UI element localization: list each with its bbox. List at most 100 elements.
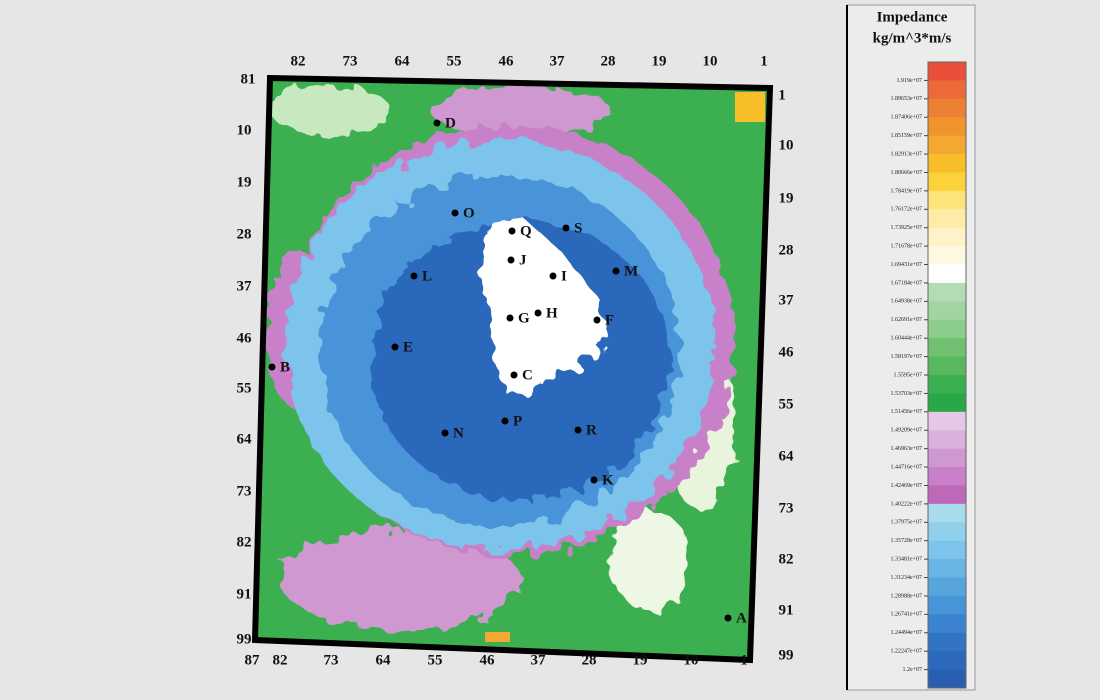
colorbar-label: 1.67184e+07	[890, 280, 922, 286]
left-axis-label: 73	[237, 483, 252, 499]
colorbar-label: 1.44716e+07	[890, 464, 922, 470]
colorbar-band	[928, 393, 966, 413]
point-marker	[391, 343, 399, 351]
left-axis-label: 82	[237, 534, 252, 550]
colorbar-label: 1.40222e+07	[890, 501, 922, 507]
right-axis-label: 73	[779, 500, 794, 516]
right-axis-label: 10	[779, 137, 794, 153]
top-axis-label: 10	[703, 53, 718, 69]
point-label: K	[602, 472, 614, 488]
left-axis-label: 46	[237, 330, 253, 346]
point-label: M	[624, 263, 638, 279]
point-label: L	[422, 268, 432, 284]
point-label: G	[518, 310, 530, 326]
right-axis-label: 46	[779, 344, 795, 360]
legend-title: Impedance	[877, 9, 948, 25]
colorbar-label: 1.42469e+07	[890, 483, 922, 489]
colorbar-band	[928, 651, 966, 671]
colorbar-label: 1.60444e+07	[890, 336, 922, 342]
colorbar-label: 1.22247e+07	[890, 649, 922, 655]
bottom-axis-label: 73	[324, 652, 339, 668]
left-axis-label: 55	[237, 380, 252, 396]
colorbar-label: 1.71678e+07	[890, 243, 922, 249]
point-marker	[574, 426, 582, 434]
colorbar-label: 1.62691e+07	[890, 317, 922, 323]
colorbar-label: 1.53703e+07	[890, 391, 922, 397]
colorbar-label: 1.80666e+07	[890, 170, 922, 176]
colorbar-label: 1.49209e+07	[890, 428, 922, 434]
colorbar-band	[928, 540, 966, 560]
point-label: P	[513, 413, 522, 429]
right-axis-label: 28	[779, 242, 794, 258]
point-label: H	[546, 305, 558, 321]
colorbar-band	[928, 577, 966, 597]
colorbar-label: 1.46963e+07	[890, 446, 922, 452]
point-marker	[501, 417, 509, 425]
colorbar-band	[928, 264, 966, 284]
colorbar-band	[928, 154, 966, 173]
colorbar-label: 1.85159e+07	[890, 133, 922, 139]
right-axis-label: 64	[779, 448, 795, 464]
colorbar-label: 1.26741e+07	[890, 612, 922, 618]
top-axis-label: 82	[291, 53, 306, 69]
point-marker	[433, 119, 441, 127]
colorbar-band	[928, 172, 966, 192]
colorbar-band	[928, 356, 966, 376]
bottom-axis-label: 10	[684, 652, 699, 668]
map-frame	[251, 74, 774, 664]
bottom-axis-label: 55	[428, 652, 443, 668]
colorbar-band	[928, 319, 966, 339]
colorbar-band	[928, 632, 966, 652]
bottom-axis-label: 87	[245, 652, 261, 668]
colorbar-label: 1.919e+07	[896, 78, 922, 84]
colorbar-label: 1.78419e+07	[890, 188, 922, 194]
colorbar-band	[928, 430, 966, 450]
bottom-axis-label: 82	[273, 652, 288, 668]
colorbar-label: 1.89653e+07	[890, 96, 922, 102]
colorbar-label: 1.58197e+07	[890, 354, 922, 360]
colorbar-band	[928, 246, 966, 266]
colorbar-band	[928, 190, 966, 210]
top-axis-label: 55	[447, 53, 462, 69]
point-label: C	[522, 367, 533, 383]
right-axis-label: 55	[779, 396, 794, 412]
point-marker	[268, 363, 276, 371]
left-axis-label: 19	[237, 174, 252, 190]
colorbar-band	[928, 80, 966, 100]
point-marker	[410, 272, 418, 280]
top-axis-label: 73	[343, 53, 358, 69]
colorbar-label: 1.87406e+07	[890, 115, 922, 121]
left-axis-label: 10	[237, 122, 252, 138]
point-marker	[562, 224, 570, 232]
colorbar-band	[928, 411, 966, 431]
point-label: B	[280, 359, 290, 375]
colorbar-band	[928, 135, 966, 155]
bottom-axis-label: 1	[740, 652, 748, 668]
colorbar-band	[928, 522, 966, 542]
colorbar-label: 1.24494e+07	[890, 630, 922, 636]
colorbar-band	[928, 338, 966, 358]
right-axis-label: 1	[778, 87, 786, 103]
bottom-axis-label: 19	[633, 652, 648, 668]
point-marker	[508, 227, 516, 235]
bottom-axis-label: 28	[582, 652, 597, 668]
colorbar-label: 1.33481e+07	[890, 556, 922, 562]
bottom-axis-label: 37	[531, 652, 547, 668]
top-axis-label: 1	[760, 53, 768, 69]
right-axis-label: 82	[779, 551, 794, 567]
colorbar-label: 1.82913e+07	[890, 151, 922, 157]
point-marker	[441, 429, 449, 437]
left-axis-label: 91	[237, 586, 252, 602]
colorbar-band	[928, 62, 966, 81]
right-axis-label: 19	[779, 190, 794, 206]
colorbar-band	[928, 117, 966, 137]
bottom-axis-label: 64	[376, 652, 392, 668]
left-axis-label: 64	[237, 431, 253, 447]
colorbar-label: 1.51456e+07	[890, 409, 922, 415]
colorbar-label: 1.31234e+07	[890, 575, 922, 581]
colorbar-band	[928, 559, 966, 579]
point-label: O	[463, 205, 475, 221]
point-marker	[507, 256, 515, 264]
colorbar-band	[928, 98, 966, 118]
